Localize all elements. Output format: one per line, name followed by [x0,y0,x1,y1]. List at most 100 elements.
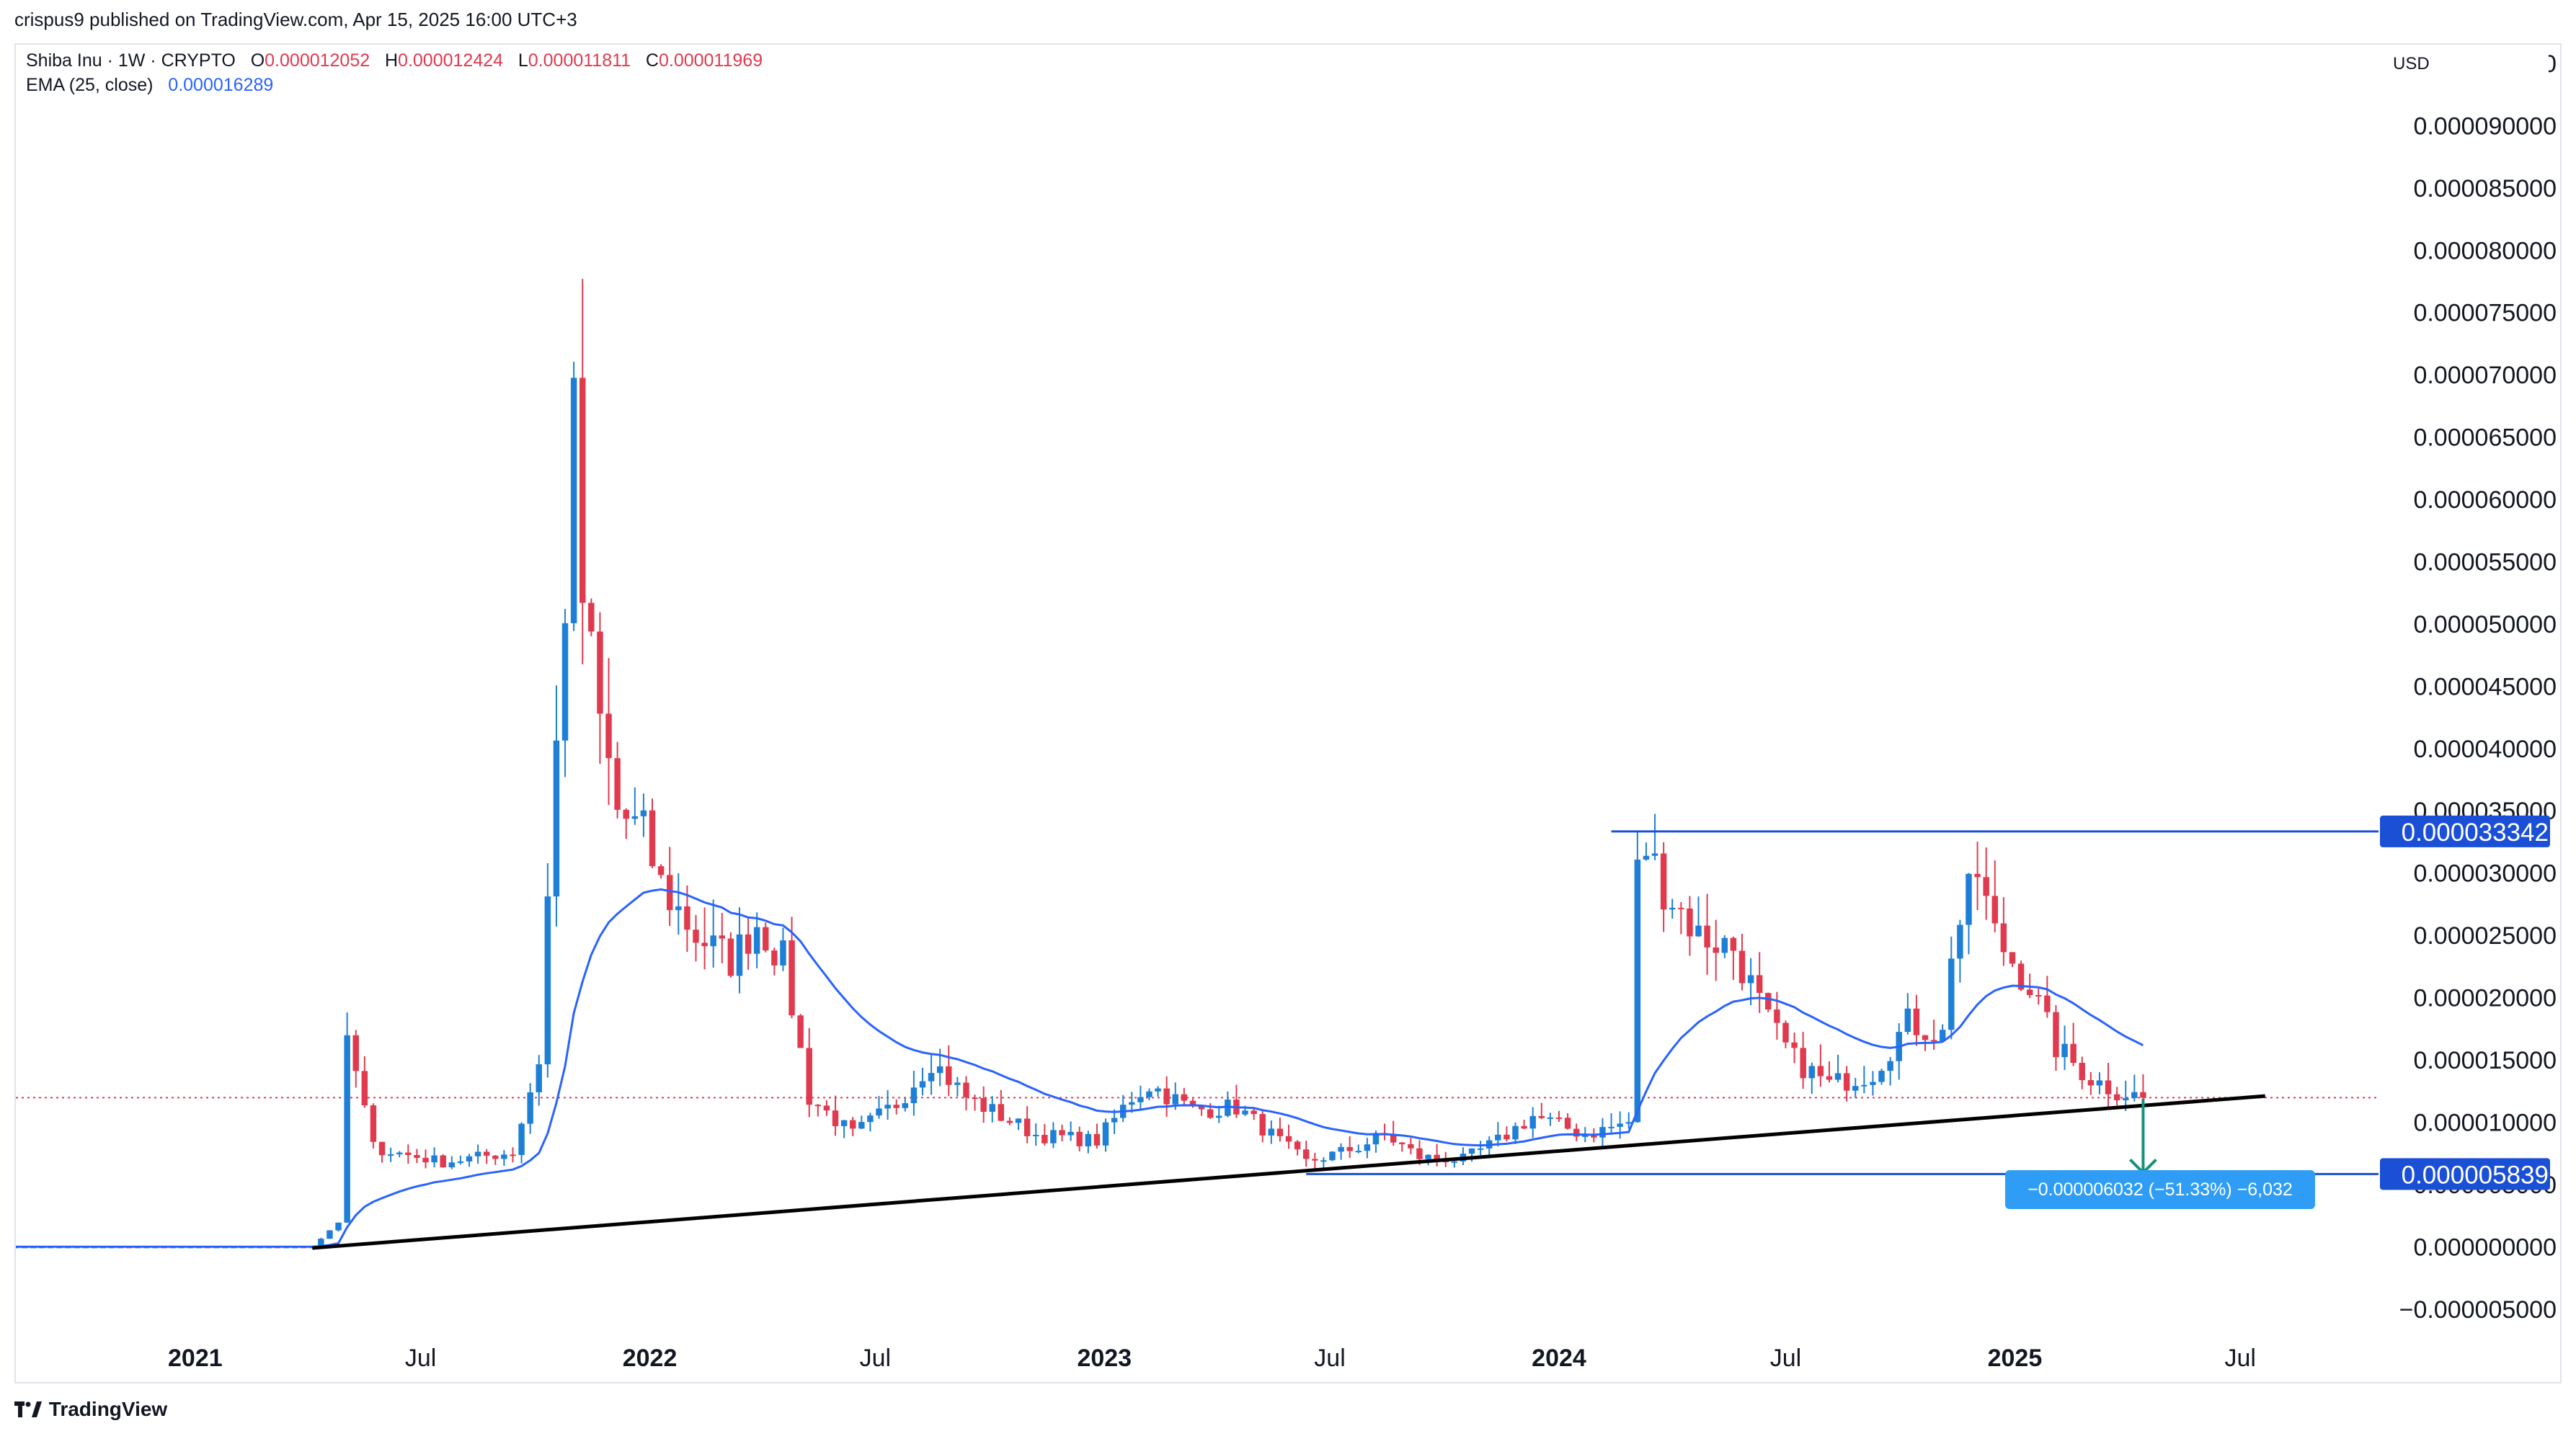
level-price-label: 0.000033342 [2402,819,2549,847]
candle-body [902,1103,909,1108]
candle-body [370,1105,377,1142]
candle-body [1041,1134,1048,1144]
candle-body [1451,1161,1458,1163]
time-tick-label: 2023 [1077,1345,1132,1372]
candle-body [579,378,586,603]
candle-body [666,875,673,911]
candle-body [1721,937,1728,953]
candle-body [1076,1131,1083,1146]
candle-body [387,1154,394,1156]
candle-body [1111,1118,1118,1123]
candle-body [431,1155,438,1163]
candle-body [1878,1071,1885,1082]
price-tick-label: −0.000005000 [2399,1296,2557,1324]
candle-body [727,938,734,976]
candle-body [501,1154,507,1159]
candle-body [422,1157,429,1163]
price-axis[interactable]: 0.0000950000.0000900000.0000850000.00008… [2399,50,2557,1324]
time-tick-label: 2022 [623,1345,678,1372]
candle-body [1765,992,1772,1010]
candle-body [884,1105,891,1109]
time-tick-label: Jul [1770,1345,1801,1372]
candle-body [327,1230,333,1239]
candle-body [893,1105,900,1108]
candle-body [1966,873,1972,925]
candle-body [1529,1115,1536,1129]
candle-body [684,906,690,930]
candle-body [823,1105,830,1111]
candle-body [1102,1122,1109,1146]
price-tick-label: 0.000020000 [2413,985,2557,1012]
candle-body [1259,1114,1266,1136]
price-tick-label: 0.000065000 [2413,424,2557,452]
currency-label[interactable]: USD [2379,48,2549,81]
candle-body [1887,1061,1893,1071]
low-label: L [518,50,528,71]
candle-body [2113,1094,2120,1100]
ema-legend: EMA (25, close) 0.000016289 [26,75,273,96]
candle-body [840,1120,848,1126]
candle-body [1468,1149,1475,1154]
candle-body [1416,1148,1423,1159]
candle-body [745,934,752,954]
candle-body [814,1105,822,1107]
candle-body [414,1154,420,1158]
price-tick-label: 0.000045000 [2413,673,2557,700]
candle-body [1564,1118,1571,1129]
price-tick-label: 0.000070000 [2413,362,2557,389]
candle-body [405,1152,412,1155]
price-tick-label: 0.000030000 [2413,860,2557,888]
candle-body [1425,1154,1431,1159]
time-axis[interactable]: 2021 Jul 2022 Jul 2023 Jul 2024 Jul 2025 Jul [168,1345,2256,1372]
candle-body [867,1115,874,1123]
price-tick-label: 0.000075000 [2413,300,2557,327]
support-trendline[interactable] [312,1094,2265,1250]
candle-body [2087,1080,2095,1086]
tradingview-logo-icon [14,1401,42,1417]
candle-body [1504,1134,1510,1140]
candle-body [1181,1094,1188,1101]
candle-body [1146,1091,1152,1097]
candle-body [832,1110,839,1126]
candle-body [1948,958,1955,1030]
candle-body [719,935,726,939]
level-price-badge [2380,1158,2550,1190]
close-value: 0.000011969 [658,50,763,71]
candle-body [318,1239,324,1247]
candle-body [1695,925,1702,937]
candle-body [2044,995,2051,1012]
candle-body [849,1120,856,1129]
candle-body [2096,1080,2103,1086]
candle-body [378,1141,386,1156]
candle-body [518,1123,525,1155]
measure-arrow[interactable] [2128,1099,2157,1175]
time-tick-label: Jul [2224,1345,2255,1372]
candle-body [1032,1134,1039,1136]
tradingview-logo[interactable]: TradingView [14,1398,167,1421]
candle-body [1870,1082,1876,1085]
candle-body [1591,1135,1597,1138]
candle-body [1512,1125,1519,1140]
high-value: 0.000012424 [398,50,504,71]
candle-body [1050,1130,1057,1144]
candle-body [2035,994,2042,997]
candle-body [763,927,769,951]
close-label: C [645,50,659,71]
candle-body [2079,1063,2085,1081]
candle-body [1913,1008,1920,1035]
level-price-labels: 0.000033342 0.000005839 [2380,815,2550,1190]
measure-label: −0.000006032 (−51.33%) −6,032 [2005,1170,2315,1209]
time-tick-label: Jul [1314,1345,1345,1372]
candle-body [936,1066,943,1074]
open-label: O [250,50,265,71]
candles [16,279,2146,1249]
candle-body [1617,1123,1623,1127]
candle-body [361,1071,368,1106]
candle-body [527,1092,533,1124]
publisher-line: crispus9 published on TradingView.com, A… [14,9,577,30]
price-tick-label: 0.000040000 [2413,736,2557,763]
candle-body [1320,1160,1327,1162]
candle-body [1059,1130,1065,1136]
candle-body [736,934,743,976]
